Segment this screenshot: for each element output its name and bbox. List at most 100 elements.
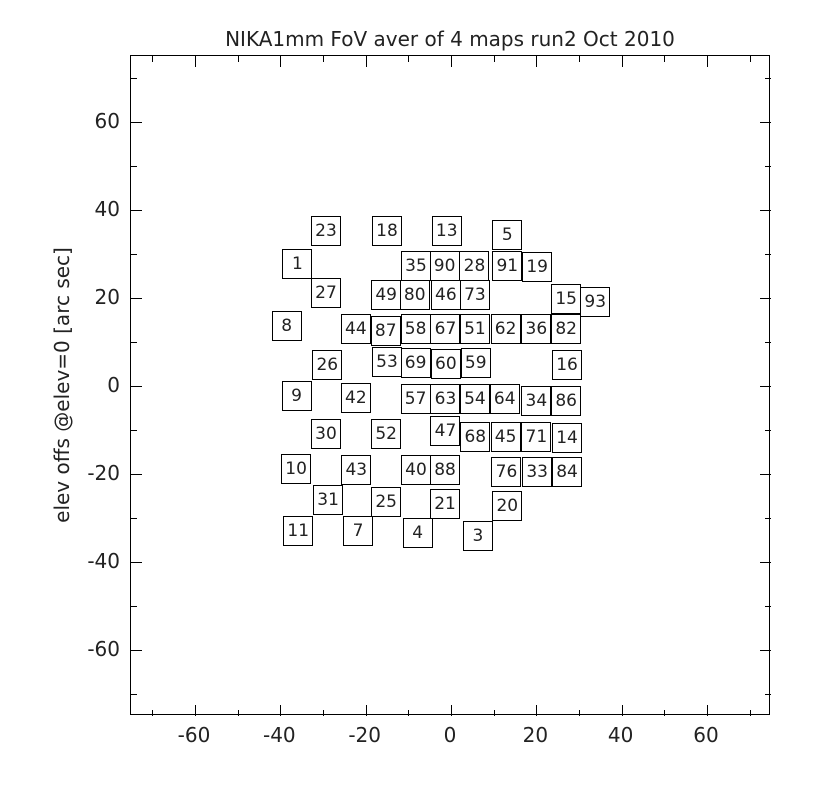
x-tick-label: 0 xyxy=(444,723,457,747)
axis-tick xyxy=(131,562,142,563)
x-tick-label: -20 xyxy=(348,723,381,747)
axis-tick xyxy=(366,705,367,716)
axis-tick xyxy=(131,694,137,695)
detector-box: 47 xyxy=(430,416,460,446)
axis-tick xyxy=(760,650,771,651)
x-tick-label: 40 xyxy=(608,723,633,747)
axis-tick xyxy=(765,606,771,607)
detector-box: 51 xyxy=(460,314,490,344)
axis-tick xyxy=(280,705,281,716)
axis-tick xyxy=(131,650,142,651)
axis-tick xyxy=(323,710,324,716)
detector-box: 80 xyxy=(400,280,430,310)
detector-box: 67 xyxy=(430,314,460,344)
axis-tick xyxy=(131,166,137,167)
detector-box: 69 xyxy=(401,348,431,378)
detector-box: 42 xyxy=(341,383,371,413)
axis-tick xyxy=(750,710,751,716)
axis-tick xyxy=(280,56,281,67)
axis-tick xyxy=(765,518,771,519)
detector-box: 34 xyxy=(521,386,551,416)
detector-box: 86 xyxy=(551,386,581,416)
detector-box: 4 xyxy=(403,518,433,548)
detector-box: 20 xyxy=(492,491,522,521)
detector-box: 91 xyxy=(492,251,522,281)
axis-tick xyxy=(131,386,142,387)
axis-tick xyxy=(131,122,142,123)
axis-tick xyxy=(408,710,409,716)
detector-box: 62 xyxy=(491,314,521,344)
detector-box: 63 xyxy=(430,384,460,414)
axis-tick xyxy=(536,56,537,67)
axis-tick xyxy=(622,705,623,716)
detector-box: 13 xyxy=(432,216,462,246)
axis-tick xyxy=(579,710,580,716)
detector-box: 7 xyxy=(343,516,373,546)
axis-tick xyxy=(131,254,137,255)
detector-box: 30 xyxy=(311,419,341,449)
axis-tick xyxy=(494,710,495,716)
axis-tick xyxy=(765,254,771,255)
detector-box: 18 xyxy=(372,216,402,246)
detector-box: 52 xyxy=(371,419,401,449)
axis-tick xyxy=(664,56,665,62)
axis-tick xyxy=(664,710,665,716)
y-tick-label: -20 xyxy=(75,461,120,485)
axis-tick xyxy=(579,56,580,62)
y-tick-label: 0 xyxy=(75,373,120,397)
detector-box: 5 xyxy=(492,220,522,250)
axis-tick xyxy=(131,78,137,79)
axis-tick xyxy=(131,474,142,475)
figure: NIKA1mm FoV aver of 4 maps run2 Oct 2010… xyxy=(0,0,820,800)
detector-box: 82 xyxy=(551,314,581,344)
axis-tick xyxy=(451,705,452,716)
detector-box: 73 xyxy=(460,280,490,310)
detector-box: 27 xyxy=(311,278,341,308)
detector-box: 44 xyxy=(341,314,371,344)
axis-tick xyxy=(760,210,771,211)
axis-tick xyxy=(131,518,137,519)
axis-tick xyxy=(131,298,142,299)
y-tick-label: 20 xyxy=(75,285,120,309)
detector-box: 54 xyxy=(460,384,490,414)
detector-box: 45 xyxy=(491,422,521,452)
detector-box: 58 xyxy=(401,314,431,344)
axis-tick xyxy=(760,122,771,123)
detector-box: 46 xyxy=(431,280,461,310)
axis-tick xyxy=(238,710,239,716)
x-tick-label: -40 xyxy=(263,723,296,747)
axis-tick xyxy=(760,386,771,387)
detector-box: 76 xyxy=(491,457,521,487)
detector-box: 64 xyxy=(490,384,520,414)
detector-box: 14 xyxy=(552,423,582,453)
axis-tick xyxy=(131,430,137,431)
axis-tick xyxy=(131,342,137,343)
axis-tick xyxy=(451,56,452,67)
axis-tick xyxy=(131,606,137,607)
detector-box: 35 xyxy=(401,251,431,281)
chart-title: NIKA1mm FoV aver of 4 maps run2 Oct 2010 xyxy=(130,27,770,51)
axis-tick xyxy=(760,562,771,563)
detector-box: 10 xyxy=(281,454,311,484)
axis-tick xyxy=(765,166,771,167)
y-tick-label: -60 xyxy=(75,637,120,661)
detector-box: 33 xyxy=(522,457,552,487)
axis-tick xyxy=(366,56,367,67)
detector-box: 31 xyxy=(313,485,343,515)
detector-box: 60 xyxy=(431,349,461,379)
detector-box: 87 xyxy=(371,316,401,346)
detector-box: 21 xyxy=(430,489,460,519)
x-tick-label: 20 xyxy=(523,723,548,747)
y-tick-label: 40 xyxy=(75,197,120,221)
x-tick-label: 60 xyxy=(693,723,718,747)
detector-box: 84 xyxy=(552,457,582,487)
axis-tick xyxy=(238,56,239,62)
y-tick-label: 60 xyxy=(75,109,120,133)
axis-tick xyxy=(622,56,623,67)
detector-box: 49 xyxy=(371,280,401,310)
detector-box: 1 xyxy=(282,249,312,279)
detector-box: 26 xyxy=(312,350,342,380)
detector-box: 25 xyxy=(371,487,401,517)
detector-box: 3 xyxy=(463,521,493,551)
detector-box: 59 xyxy=(461,348,491,378)
